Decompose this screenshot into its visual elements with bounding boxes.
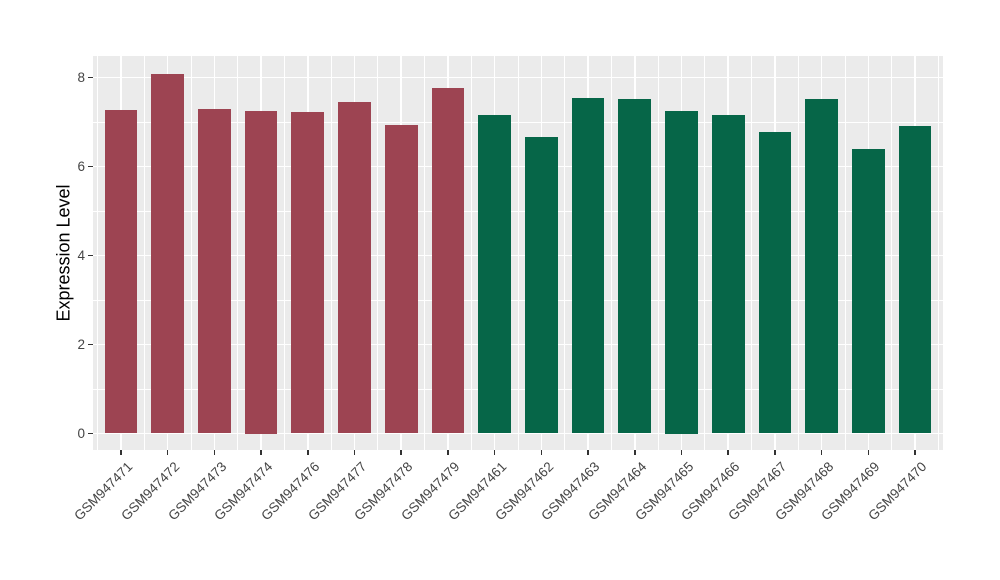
x-tick-mark: [493, 450, 496, 455]
bar-GSM947465: [665, 110, 698, 434]
bar-GSM947470: [898, 126, 932, 434]
bar-GSM947479: [431, 88, 465, 434]
x-tick-mark: [727, 450, 729, 455]
gridline-minor-v: [937, 56, 939, 450]
gridline-minor-v: [751, 56, 752, 450]
gridline-minor-v: [797, 56, 799, 450]
x-tick-mark: [120, 450, 122, 455]
gridline-minor-v: [424, 56, 425, 450]
y-tick-mark: [87, 254, 93, 257]
gridline-minor-v: [657, 56, 659, 450]
gridline-minor-v: [97, 56, 99, 450]
x-tick-mark: [634, 450, 636, 455]
x-tick-mark: [820, 450, 823, 455]
y-tick-mark: [87, 343, 93, 346]
x-tick-mark: [774, 450, 776, 455]
y-tick-mark: [87, 432, 93, 435]
x-tick-mark: [914, 450, 916, 455]
x-tick-mark: [587, 450, 589, 455]
bar-GSM947462: [525, 136, 558, 434]
bar-GSM947466: [711, 114, 745, 434]
x-tick-mark: [400, 450, 402, 455]
y-tick-label-2: 2: [77, 336, 85, 352]
gridline-minor-v: [190, 56, 192, 450]
gridline-minor-v: [844, 56, 846, 450]
bar-GSM947473: [198, 108, 231, 434]
x-tick-mark: [213, 450, 216, 455]
bar-GSM947461: [478, 114, 511, 434]
gridline-minor-v: [237, 56, 239, 450]
gridline-minor-v: [284, 56, 285, 450]
bar-GSM947468: [805, 98, 838, 434]
gridline-minor-v: [564, 56, 566, 450]
y-tick-label-4: 4: [77, 247, 85, 263]
gridline-minor-v: [143, 56, 145, 450]
bar-GSM947474: [244, 110, 278, 434]
bar-GSM947471: [104, 109, 138, 434]
x-tick-mark: [260, 450, 262, 455]
x-tick-mark: [307, 450, 309, 455]
bar-GSM947476: [291, 112, 325, 434]
bar-GSM947463: [571, 97, 605, 434]
gridline-minor-v: [891, 56, 893, 450]
bar-GSM947477: [338, 101, 371, 434]
y-tick-mark: [87, 165, 93, 168]
x-tick-mark: [166, 450, 169, 455]
bar-GSM947478: [384, 125, 418, 434]
gridline-minor-v: [704, 56, 706, 450]
y-tick-label-6: 6: [77, 158, 85, 174]
y-tick-label-8: 8: [77, 69, 85, 85]
gridline-minor-v: [470, 56, 472, 450]
bar-GSM947464: [618, 98, 652, 434]
gridline-minor-v: [517, 56, 519, 450]
bar-GSM947469: [851, 149, 885, 434]
plot-panel: [93, 56, 943, 450]
x-tick-mark: [353, 450, 356, 455]
x-tick-mark: [447, 450, 449, 455]
x-tick-mark: [540, 450, 543, 455]
x-tick-mark: [680, 450, 683, 455]
y-tick-label-0: 0: [77, 425, 85, 441]
y-tick-mark: [87, 76, 93, 79]
gridline-minor-v: [377, 56, 379, 450]
bar-GSM947472: [151, 74, 185, 434]
gridline-minor-v: [611, 56, 612, 450]
x-tick-mark: [867, 450, 870, 455]
bar-GSM947467: [758, 131, 792, 434]
gridline-minor-v: [330, 56, 332, 450]
